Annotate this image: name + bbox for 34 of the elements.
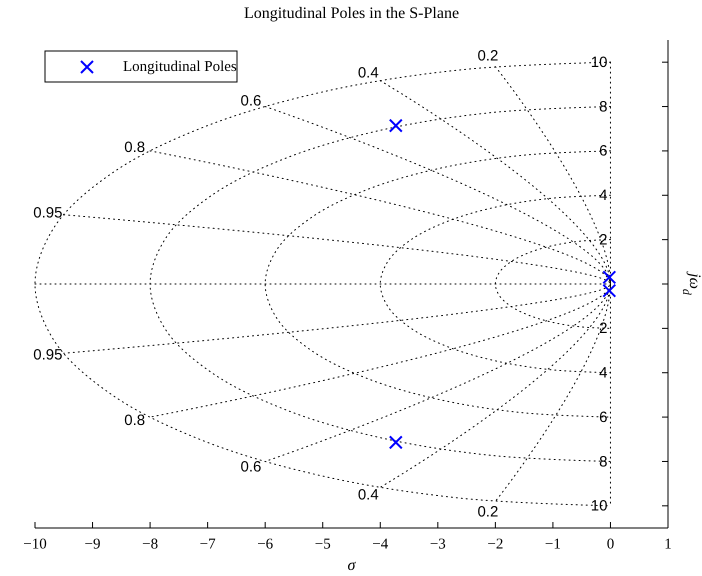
x-tick-label: −10 [23,536,47,553]
text: 0.4 [358,486,379,504]
x-tick-label: −1 [544,536,561,553]
y-tick-label: 4 [599,364,608,382]
y-tick-label: 10 [590,498,608,515]
legend-label: Longitudinal Poles [123,59,237,75]
y-tick-label: 8 [599,98,608,116]
x-tick-label: −8 [142,536,158,553]
series-label: 0.4 [358,64,379,82]
series-label: 0.2 [477,503,498,520]
chart-title: Longitudinal Poles in the S-Plane [244,5,460,22]
x-tick-label: −3 [430,536,446,553]
x-tick-label: −9 [84,536,101,553]
y-tick-label: 4 [599,187,608,204]
series-label: 0.8 [124,139,146,156]
x-tick-label: −5 [314,536,331,553]
x-axis-title: σ [348,557,357,574]
text: 0.6 [240,92,262,110]
x-tick-label: −6 [257,536,274,553]
y-tick-label: 6 [599,142,608,160]
x-tick-label: 0 [606,536,614,553]
y-tick-label: 10 [590,54,608,71]
text: 0.2 [477,48,498,65]
x-tick-label: 1 [664,536,672,553]
series-label: 0.95 [33,204,62,222]
x-tick-label: −4 [372,536,389,553]
series-label: 0.6 [240,458,262,476]
text: 0.95 [33,346,62,364]
y-tick-label: 8 [599,453,608,470]
y-tick-label: 6 [599,408,608,426]
y-tick-label: 2 [599,320,608,338]
text: 0.8 [124,412,146,429]
x-tick-label: −7 [200,536,216,553]
x-tick-label: −2 [487,536,504,553]
